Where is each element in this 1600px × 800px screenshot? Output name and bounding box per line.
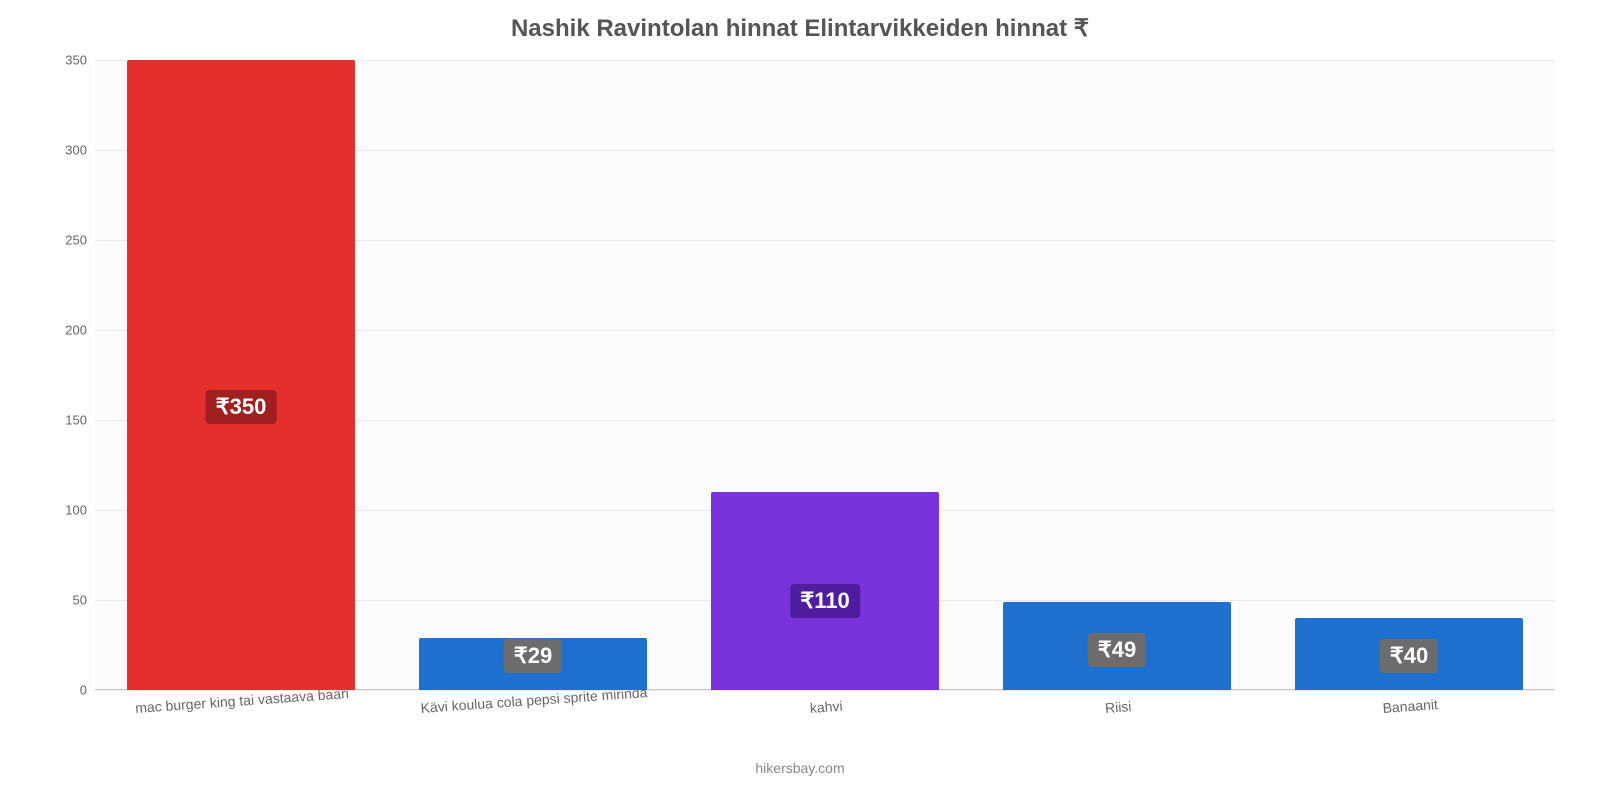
y-tick-label: 250	[65, 233, 95, 248]
y-tick-label: 350	[65, 53, 95, 68]
y-tick-label: 200	[65, 323, 95, 338]
bar	[127, 60, 355, 690]
price-bar-chart: Nashik Ravintolan hinnat Elintarvikkeide…	[0, 0, 1600, 800]
bar-value-label: ₹350	[206, 390, 277, 424]
bar-value-label: ₹29	[504, 639, 562, 673]
y-tick-label: 100	[65, 503, 95, 518]
x-category-label: Banaanit	[1381, 686, 1438, 716]
y-tick-label: 0	[80, 683, 95, 698]
bar-value-label: ₹110	[790, 584, 860, 618]
bar-value-label: ₹49	[1088, 633, 1146, 667]
y-tick-label: 50	[73, 593, 95, 608]
y-tick-label: 300	[65, 143, 95, 158]
x-category-label: Riisi	[1104, 688, 1132, 716]
chart-title: Nashik Ravintolan hinnat Elintarvikkeide…	[0, 0, 1600, 49]
credit-text: hikersbay.com	[0, 760, 1600, 776]
y-tick-label: 150	[65, 413, 95, 428]
plot-area: 050100150200250300350₹350mac burger king…	[95, 60, 1555, 690]
bar-value-label: ₹40	[1380, 639, 1438, 673]
x-category-label: kahvi	[809, 688, 843, 716]
